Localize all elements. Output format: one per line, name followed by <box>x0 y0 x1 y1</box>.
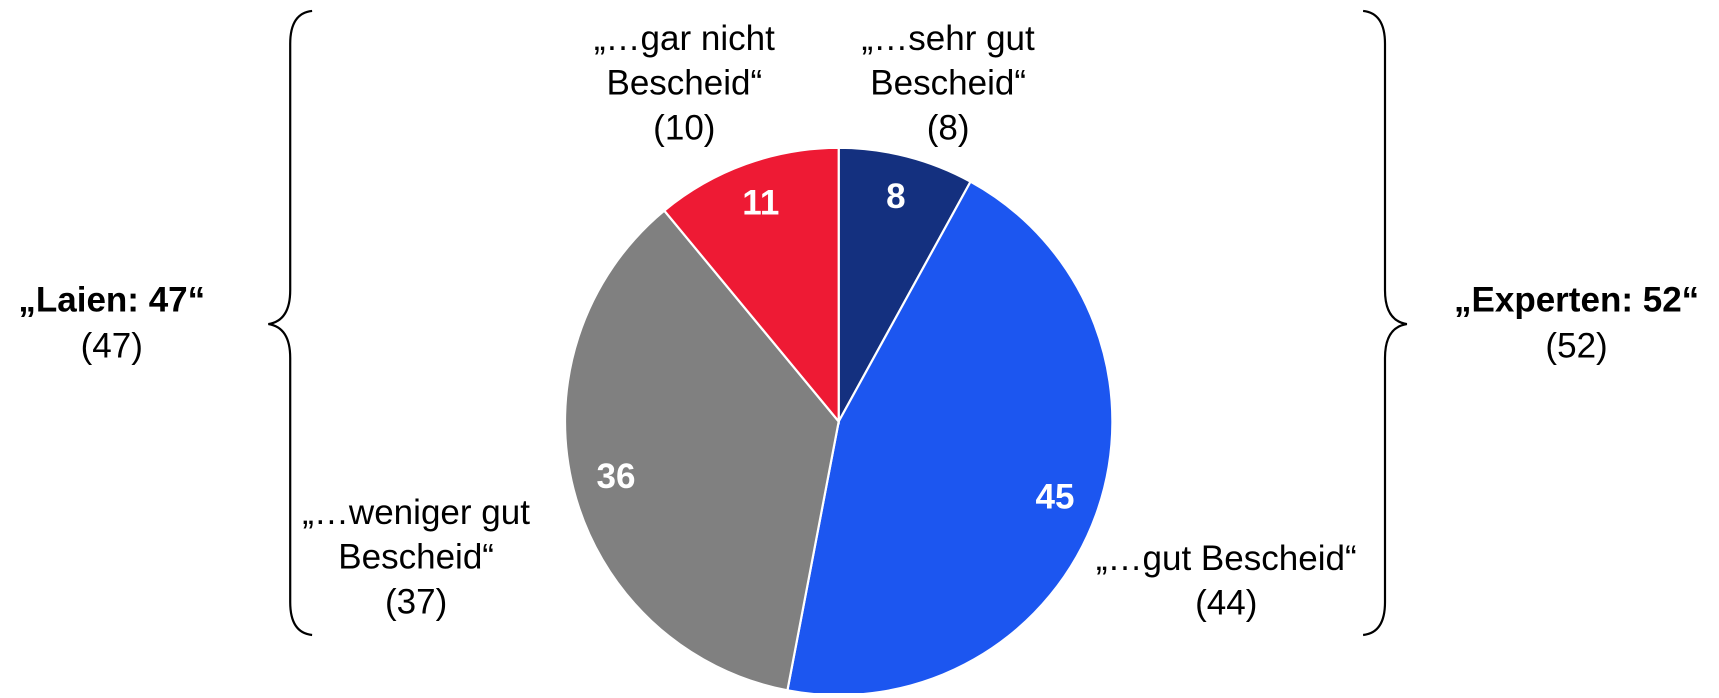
category-label: Bescheid“ <box>606 64 762 103</box>
category-label: „…weniger gut <box>302 493 530 532</box>
category-label: „…gut Bescheid“ <box>1096 539 1357 578</box>
prior-label: (37) <box>385 583 447 622</box>
group-label: „Experten: 52“ <box>1454 280 1699 319</box>
value-label: 36 <box>597 457 636 496</box>
pie-slice <box>837 146 973 423</box>
group-prior: (52) <box>1545 326 1607 365</box>
group-label: „Laien: 47“ <box>18 280 205 319</box>
category-label: Bescheid“ <box>870 64 1026 103</box>
pie-slice <box>563 209 840 692</box>
pie-slice <box>786 180 1114 697</box>
category-label: „…gar nicht <box>594 19 775 58</box>
prior-label: (44) <box>1195 584 1257 623</box>
value-label: 11 <box>742 183 779 222</box>
category-label: Bescheid“ <box>338 538 494 577</box>
pie-slice <box>662 146 840 425</box>
value-label: 8 <box>886 177 905 216</box>
value-label: 45 <box>1036 478 1075 517</box>
group-prior: (47) <box>81 326 143 365</box>
left-brace <box>268 9 313 637</box>
prior-label: (8) <box>927 109 970 148</box>
prior-label: (10) <box>653 109 715 148</box>
right-brace <box>1362 9 1408 637</box>
category-label: „…sehr gut <box>862 19 1035 58</box>
